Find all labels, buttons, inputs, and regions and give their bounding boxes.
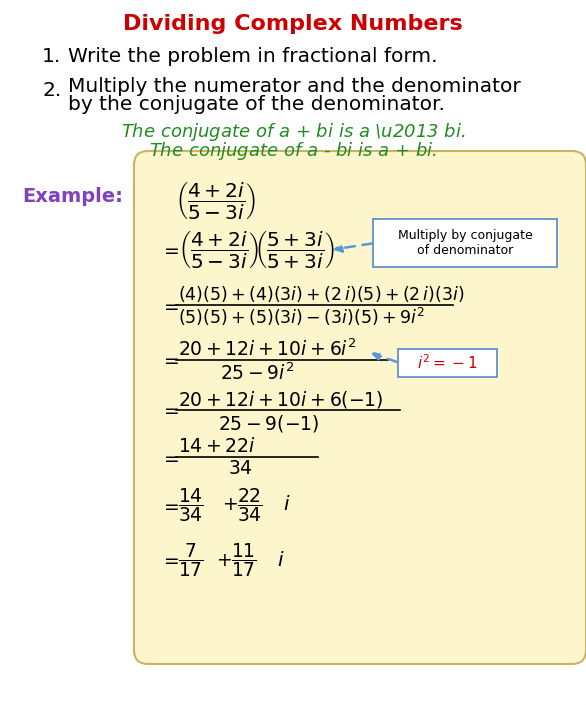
Text: Example:: Example: <box>22 188 123 207</box>
Text: $=$: $=$ <box>160 350 179 369</box>
Text: $(4)(5)+(4)(3i)+(2\,i)(5)+(2\,i)(3i)$: $(4)(5)+(4)(3i)+(2\,i)(5)+(2\,i)(3i)$ <box>178 284 464 304</box>
Text: $\dfrac{11}{17}$: $\dfrac{11}{17}$ <box>231 541 257 579</box>
Text: $(5)(5)+(5)(3i)-(3i)(5)+9i^2$: $(5)(5)+(5)(3i)-(3i)(5)+9i^2$ <box>178 306 425 328</box>
Text: $=$: $=$ <box>160 240 179 259</box>
Text: $=$: $=$ <box>160 496 179 515</box>
Text: $i$: $i$ <box>283 496 291 515</box>
Text: $+$: $+$ <box>222 496 238 515</box>
Text: The conjugate of $a$ + $bi$ is $a$ \u2013 $bi$.: The conjugate of $a$ + $bi$ is $a$ \u201… <box>121 121 465 143</box>
Text: $+$: $+$ <box>216 551 231 570</box>
Text: $\dfrac{7}{17}$: $\dfrac{7}{17}$ <box>178 541 204 579</box>
Text: Dividing Complex Numbers: Dividing Complex Numbers <box>123 14 463 34</box>
Text: $=$: $=$ <box>160 295 179 314</box>
Text: $=$: $=$ <box>160 400 179 419</box>
Text: $25-9(-1)$: $25-9(-1)$ <box>218 412 319 434</box>
Text: $20+12i+10i+6(-1)$: $20+12i+10i+6(-1)$ <box>178 388 384 410</box>
Text: $=$: $=$ <box>160 448 179 467</box>
Text: $\dfrac{14}{34}$: $\dfrac{14}{34}$ <box>178 486 204 524</box>
Text: $\dfrac{22}{34}$: $\dfrac{22}{34}$ <box>237 486 263 524</box>
Text: $i^2=-1$: $i^2=-1$ <box>417 354 478 372</box>
Text: $25-9i^2$: $25-9i^2$ <box>220 362 295 384</box>
Text: $14+22i$: $14+22i$ <box>178 438 256 457</box>
Text: 2.: 2. <box>42 82 62 101</box>
Text: by the conjugate of the denominator.: by the conjugate of the denominator. <box>68 95 445 114</box>
FancyBboxPatch shape <box>134 151 586 664</box>
FancyBboxPatch shape <box>398 349 497 377</box>
Text: $\left(\dfrac{4+2i}{5-3i}\right)$: $\left(\dfrac{4+2i}{5-3i}\right)$ <box>175 180 256 221</box>
Text: $i$: $i$ <box>277 551 284 570</box>
Text: $34$: $34$ <box>228 460 253 479</box>
Text: Write the problem in fractional form.: Write the problem in fractional form. <box>68 47 438 66</box>
FancyBboxPatch shape <box>373 219 557 267</box>
Text: $=$: $=$ <box>160 551 179 570</box>
Text: Multiply by conjugate
of denominator: Multiply by conjugate of denominator <box>398 229 532 257</box>
Text: Multiply the numerator and the denominator: Multiply the numerator and the denominat… <box>68 77 521 95</box>
Text: 1.: 1. <box>42 47 62 66</box>
Text: $20+12i+10i+6i^2$: $20+12i+10i+6i^2$ <box>178 338 357 360</box>
Text: $\left(\dfrac{4+2i}{5-3i}\right)\!\!\left(\dfrac{5+3i}{5+3i}\right)$: $\left(\dfrac{4+2i}{5-3i}\right)\!\!\lef… <box>178 230 335 271</box>
Text: The conjugate of $a$ - $bi$ is $a$ + $bi$.: The conjugate of $a$ - $bi$ is $a$ + $bi… <box>149 140 437 162</box>
